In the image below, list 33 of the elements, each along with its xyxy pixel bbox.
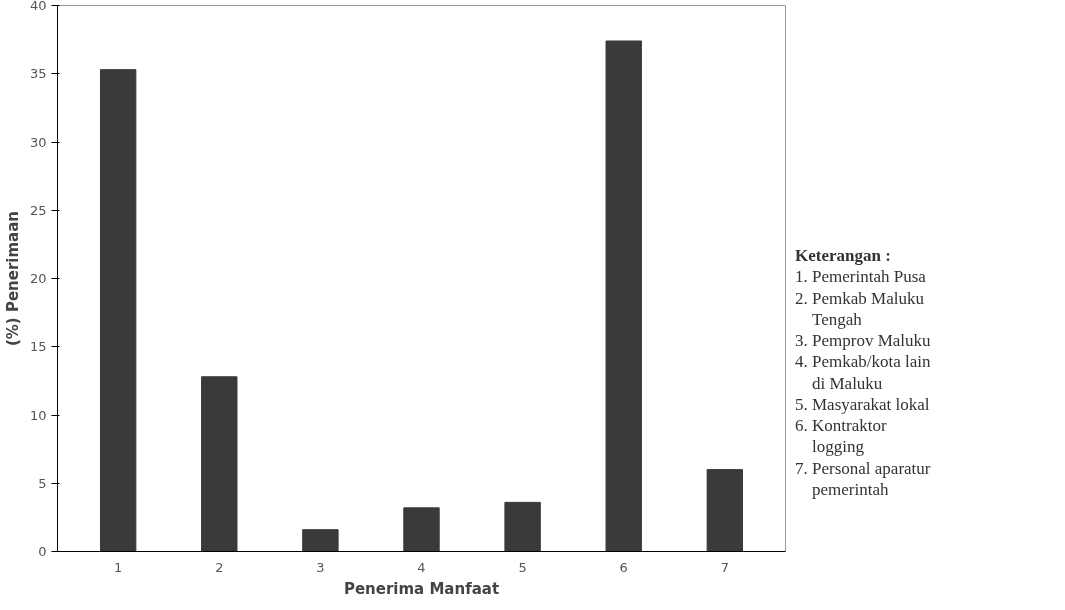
text: 1. Pemerintah Pusa	[795, 266, 927, 288]
text: 2. Pemkab Maluku Tengah	[795, 287, 925, 330]
y-tick-label: 20	[29, 271, 47, 286]
bar	[403, 507, 440, 552]
y-tick-label: 35	[29, 66, 47, 82]
bar	[504, 501, 541, 552]
y-tick-label: 15	[29, 339, 47, 355]
y-tick-label: 30	[29, 134, 47, 150]
y-tick-label: 5	[38, 475, 47, 491]
x-axis-title: Penerima Manfaat	[343, 579, 500, 598]
x-tick-label: 1	[114, 559, 123, 575]
x-tick-label: 3	[316, 559, 325, 575]
text: 5. Masyarakat lokal	[795, 393, 931, 415]
bar	[302, 529, 339, 552]
text: 7. Personal aparatur pemerintah	[795, 457, 931, 500]
x-tick-label: 2	[215, 559, 224, 575]
x-tick-label: 5	[518, 559, 527, 575]
text: 3. Pemprov Maluku	[795, 330, 931, 352]
x-tick-label: 4	[417, 559, 426, 575]
bar	[99, 69, 137, 552]
text: Keterangan :	[795, 245, 892, 267]
y-tick-label: 25	[29, 202, 47, 218]
y-tick-label: 10	[29, 407, 47, 423]
text: 4. Pemkab/kota lain di Maluku	[795, 351, 931, 394]
text: 6. Kontraktor logging	[795, 415, 888, 458]
bar	[605, 40, 642, 552]
y-tick-label: 40	[29, 0, 47, 13]
y-tick-label: 0	[38, 544, 47, 559]
x-tick-label: 6	[619, 559, 628, 575]
bar	[201, 376, 238, 552]
y-axis-title: (%) Penerimaan	[3, 210, 22, 347]
bar	[706, 469, 744, 552]
x-tick-label: 7	[720, 559, 729, 575]
